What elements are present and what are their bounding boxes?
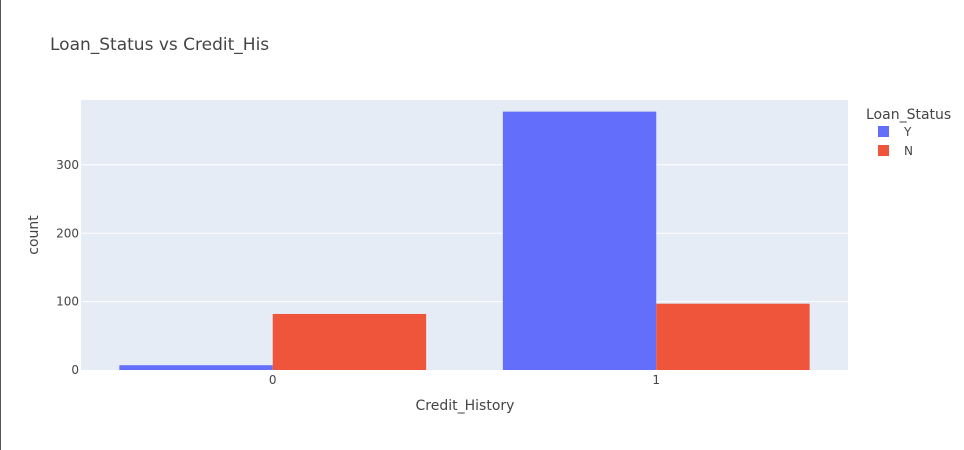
legend-label: Y: [903, 125, 912, 139]
legend-swatch-Y: [878, 126, 889, 137]
y-tick-label: 0: [71, 363, 79, 377]
y-tick-labels: 0 100 200 300: [56, 158, 79, 377]
bar-Y-0: [119, 365, 273, 370]
gridlines: [81, 164, 848, 303]
bar-Y-1: [502, 111, 657, 371]
legend-label: N: [904, 144, 913, 158]
x-axis-title: Credit_History: [416, 398, 515, 414]
legend: Loan_Status YN: [866, 107, 951, 158]
legend-title: Loan_Status: [866, 107, 951, 123]
chart-title: Loan_Status vs Credit_His: [50, 35, 269, 55]
legend-swatch-N: [878, 145, 889, 156]
y-axis-title: count: [26, 215, 42, 255]
x-tick-label: 1: [652, 373, 660, 387]
window-left-edge: [0, 0, 1, 450]
y-tick-label: 100: [56, 295, 79, 309]
x-tick-label: 0: [269, 373, 277, 387]
y-tick-label: 300: [56, 158, 79, 172]
y-tick-label: 200: [56, 226, 79, 240]
bars: [119, 111, 810, 371]
bar-N-0: [272, 313, 427, 370]
bar-N-1: [656, 303, 810, 370]
